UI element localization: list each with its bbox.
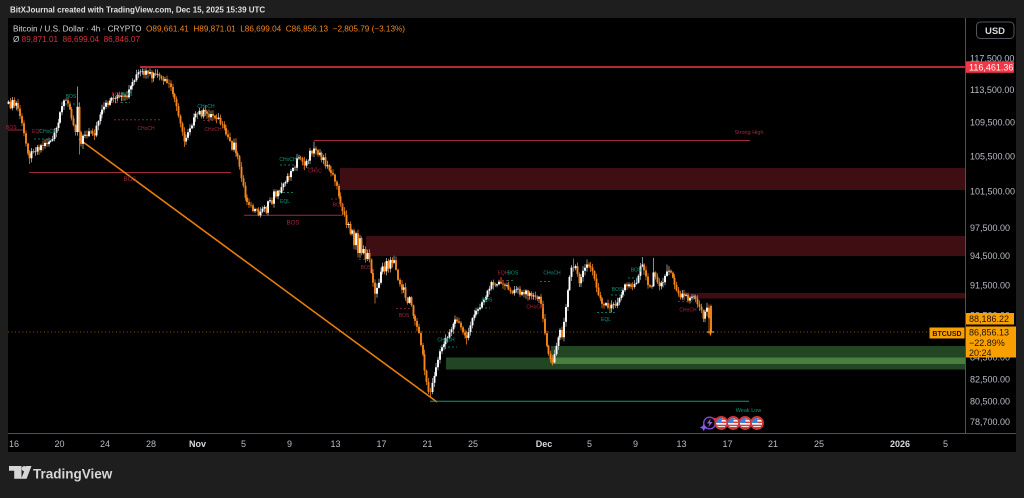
svg-text:94,500.00: 94,500.00 [970, 251, 1010, 261]
svg-text:13: 13 [330, 439, 340, 449]
svg-text:5: 5 [587, 439, 592, 449]
svg-text:17: 17 [722, 439, 732, 449]
svg-text:105,500.00: 105,500.00 [970, 151, 1015, 161]
svg-text:17: 17 [376, 439, 386, 449]
svg-text:CHoCH: CHoCH [437, 338, 455, 344]
svg-text:BOS: BOS [333, 203, 344, 209]
svg-text:24: 24 [100, 439, 110, 449]
svg-text:101,500.00: 101,500.00 [970, 186, 1015, 196]
svg-text:BOS: BOS [361, 265, 372, 271]
svg-text:20: 20 [54, 439, 64, 449]
svg-text:CHoCH: CHoCH [679, 308, 697, 314]
svg-text:EQL: EQL [280, 199, 290, 205]
svg-text:CHoCH: CHoCH [137, 126, 155, 132]
svg-text:−22.89%: −22.89% [969, 338, 1005, 348]
svg-text:BOS: BOS [287, 221, 300, 227]
svg-text:78,700.00: 78,700.00 [970, 417, 1010, 427]
svg-text:BOS: BOS [122, 92, 133, 98]
svg-text:Dec: Dec [536, 439, 553, 449]
svg-text:113,500.00: 113,500.00 [970, 85, 1014, 95]
svg-text:BOS: BOS [399, 313, 410, 319]
svg-text:28: 28 [146, 439, 156, 449]
svg-text:BitXJournal created with Tradi: BitXJournal created with TradingView.com… [10, 6, 265, 15]
svg-text:97,500.00: 97,500.00 [970, 223, 1010, 233]
svg-text:BOS: BOS [6, 125, 17, 131]
svg-text:CHoCH: CHoCH [204, 127, 222, 133]
svg-text:Ø 89,871.01 86,699.04 86,846: Ø 89,871.01 86,699.04 86,846.07 [13, 35, 140, 44]
svg-text:EQH: EQH [112, 92, 123, 98]
svg-text:116,461.36: 116,461.36 [969, 62, 1013, 72]
svg-text:CHoC: CHoC [308, 169, 322, 175]
svg-text:5: 5 [241, 439, 246, 449]
svg-text:BOS: BOS [508, 271, 519, 277]
svg-text:117,500.00: 117,500.00 [970, 54, 1014, 64]
svg-text:CHoCH: CHoCH [197, 104, 215, 110]
svg-text:EQL: EQL [601, 317, 611, 323]
svg-text:CHoCH: CHoCH [543, 271, 561, 277]
svg-text:5: 5 [943, 439, 948, 449]
svg-text:BTCUSD: BTCUSD [932, 331, 961, 338]
svg-text:Nov: Nov [189, 439, 206, 449]
svg-text:TradingView: TradingView [33, 467, 113, 482]
svg-text:EQL: EQL [32, 129, 42, 135]
svg-text:2026: 2026 [890, 439, 910, 449]
svg-text:9: 9 [287, 439, 292, 449]
svg-text:BOS: BOS [482, 298, 493, 304]
svg-text:BOS: BOS [124, 177, 137, 183]
svg-text:Bitcoin / U.S. Dollar · 4h · C: Bitcoin / U.S. Dollar · 4h · CRYPTO O89,… [13, 25, 405, 34]
svg-text:CHoCH: CHoCH [526, 305, 544, 311]
svg-text:88,186.22: 88,186.22 [969, 314, 1009, 324]
svg-text:16: 16 [9, 439, 19, 449]
svg-text:86,856.13: 86,856.13 [969, 328, 1009, 338]
svg-text:20:24: 20:24 [969, 348, 992, 358]
svg-text:CHoCH: CHoCH [279, 157, 297, 163]
svg-text:Weak Low: Weak Low [736, 408, 762, 414]
svg-text:109,500.00: 109,500.00 [970, 118, 1015, 128]
svg-text:91,500.00: 91,500.00 [970, 280, 1010, 290]
svg-text:9: 9 [633, 439, 638, 449]
svg-text:25: 25 [814, 439, 824, 449]
svg-text:Strong High: Strong High [734, 130, 763, 136]
svg-text:21: 21 [422, 439, 432, 449]
svg-text:BOS: BOS [612, 287, 623, 293]
svg-text:BOS: BOS [631, 268, 642, 274]
svg-text:13: 13 [676, 439, 686, 449]
svg-text:BOS: BOS [66, 94, 77, 100]
svg-text:EQH: EQH [498, 271, 509, 277]
svg-text:21: 21 [768, 439, 778, 449]
svg-text:USD: USD [985, 26, 1005, 37]
svg-text:25: 25 [468, 439, 478, 449]
svg-text:CHoCH: CHoCH [39, 129, 57, 135]
svg-text:82,500.00: 82,500.00 [970, 374, 1010, 384]
svg-text:80,500.00: 80,500.00 [970, 397, 1010, 407]
